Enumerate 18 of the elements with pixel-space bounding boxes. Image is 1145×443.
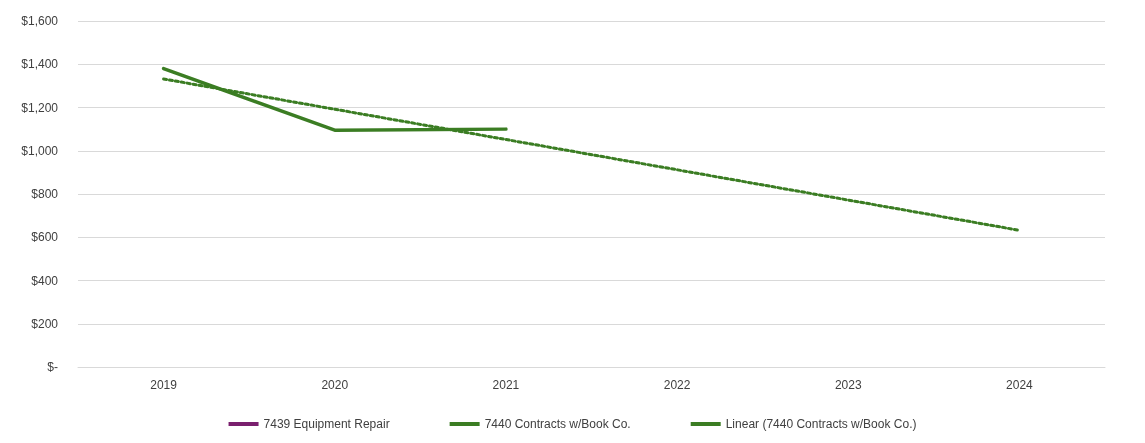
x-tick-label: 2020 (321, 378, 349, 392)
y-tick-label: $1,200 (21, 100, 59, 115)
x-tick-label: 2019 (150, 378, 178, 392)
legend-label: Linear (7440 Contracts w/Book Co.) (725, 417, 917, 431)
x-tick-label: 2021 (492, 378, 520, 392)
x-tick-label: 2022 (663, 378, 691, 392)
y-tick-label: $- (47, 360, 58, 374)
y-tick-label: $400 (31, 273, 59, 288)
legend-label: 7440 Contracts w/Book Co. (484, 417, 631, 431)
y-tick-label: $800 (31, 187, 59, 201)
x-tick-label: 2023 (834, 378, 862, 392)
legend-label: 7439 Equipment Repair (263, 417, 390, 431)
y-tick-label: $200 (31, 316, 59, 331)
y-tick-label: $1,600 (21, 14, 59, 28)
x-tick-label: 2024 (1006, 378, 1034, 392)
y-tick-label: $1,400 (21, 57, 59, 72)
y-tick-label: $600 (31, 230, 59, 245)
y-tick-label: $1,000 (21, 143, 59, 158)
